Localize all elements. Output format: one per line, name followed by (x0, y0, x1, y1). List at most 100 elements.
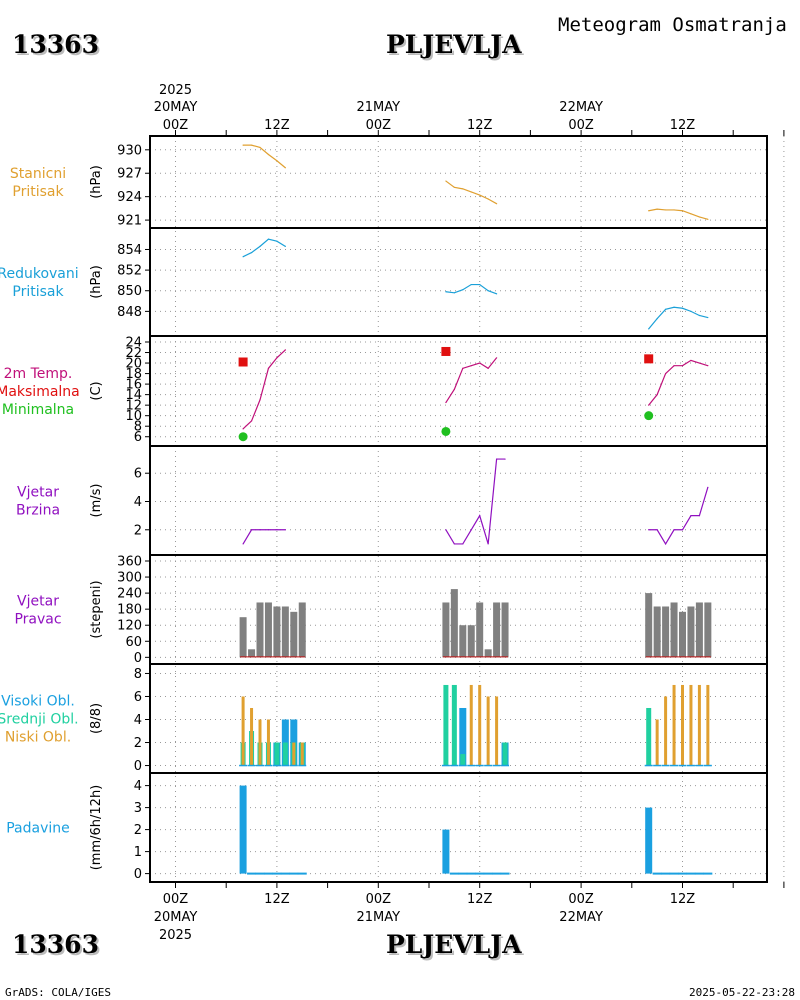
station-name-top: PLJEVLJA (386, 30, 522, 59)
wind_speed-point (470, 529, 472, 531)
station_pressure-point (470, 191, 472, 193)
wind_speed-point (267, 529, 270, 531)
panel-label: Vjetar (17, 485, 59, 501)
y-tick-label: 0 (134, 651, 142, 666)
grid-layer (150, 136, 785, 882)
temp-point (698, 362, 701, 364)
y-tick-label: 18 (125, 367, 142, 382)
tmin-marker (238, 432, 248, 442)
y-tick-label: 4 (134, 495, 142, 510)
reduced_pressure-point (284, 245, 286, 247)
y-tick-label: 60 (125, 635, 142, 650)
wind_speed-point (698, 515, 701, 517)
time-label-hour-top: 00Z (163, 118, 189, 133)
temp-point (656, 394, 658, 396)
time-label-date-bottom: 20MAY (154, 910, 198, 925)
station_pressure-point (250, 144, 253, 146)
reduced_pressure-point (673, 306, 675, 308)
y-tick-label: 22 (125, 346, 142, 361)
direction-bar (459, 625, 467, 658)
temp-point (690, 359, 692, 362)
reduced_pressure-line (648, 306, 708, 330)
high-cloud-bar (459, 707, 467, 766)
low-cloud-bar (300, 742, 304, 766)
time-label-year-bottom: 2025 (159, 928, 192, 943)
direction-bar (450, 589, 458, 658)
y-tick-label: 14 (125, 388, 142, 403)
station_pressure-point (681, 210, 684, 212)
y-axis-label: (m/s) (89, 484, 104, 518)
time-label-hour-bottom: 12Z (467, 892, 493, 907)
y-tick-label: 6 (134, 430, 142, 445)
direction-bar (670, 602, 678, 658)
time-label-year-top: 2025 (159, 83, 192, 98)
station_pressure-line (243, 144, 286, 169)
station_pressure-point (276, 160, 278, 162)
low-cloud-bar (250, 707, 254, 766)
wind_speed-point (504, 458, 506, 460)
station_pressure-point (648, 210, 650, 212)
wind_speed-point (479, 515, 481, 517)
y-tick-label: 180 (117, 603, 142, 618)
station-id-bottom: 13363 (12, 930, 99, 959)
footer-right: 2025-05-22-23:28 (689, 986, 795, 999)
temp-point (487, 367, 489, 369)
low-cloud-bar (706, 684, 710, 766)
temp-point (276, 357, 278, 359)
station_pressure-line (648, 208, 709, 220)
low-cloud-bar (258, 719, 262, 766)
wind_speed-point (462, 543, 464, 545)
temp-point (445, 401, 447, 404)
precip-bar (442, 829, 450, 874)
station_pressure-point (690, 213, 692, 215)
time-label-hour-top: 12Z (670, 118, 696, 133)
station_pressure-point (487, 198, 489, 200)
y-tick-label: 1 (134, 845, 142, 860)
y-axis-label: (hPa) (89, 165, 104, 199)
y-tick-label: 16 (125, 378, 142, 393)
reduced_pressure-line (242, 238, 286, 258)
wind_speed-point (690, 515, 692, 517)
direction-bar (687, 606, 695, 658)
reduced_pressure-point (462, 289, 464, 291)
station-id-bottom-shadow: 13363 (14, 932, 101, 961)
temp-point (648, 404, 650, 406)
precip-bar (239, 785, 247, 874)
wind_speed-point (453, 543, 455, 545)
direction-bar (264, 602, 272, 658)
direction-bar (493, 602, 501, 658)
panel-label: Vjetar (17, 594, 59, 610)
temp-point (479, 362, 481, 364)
y-tick-label: 852 (117, 264, 142, 279)
temp-line (242, 349, 286, 430)
panel-label: Pritisak (12, 284, 64, 300)
y-axis-label: (hPa) (89, 265, 104, 299)
panel-label: Visoki Obl. (1, 694, 75, 710)
y-tick-label: 12 (125, 399, 142, 414)
time-label-hour-bottom: 12Z (670, 892, 696, 907)
direction-bar (467, 625, 475, 658)
mid-cloud-bar (502, 742, 508, 766)
time-label-hour-top: 12Z (467, 118, 493, 133)
y-tick-label: 921 (117, 214, 142, 229)
low-cloud-bar (495, 696, 499, 766)
y-tick-label: 2 (134, 823, 142, 838)
direction-bar (645, 593, 653, 658)
station-name-top-shadow: PLJEVLJA (388, 32, 524, 61)
wind_speed-point (250, 529, 253, 531)
wind_speed-point (707, 486, 709, 488)
mid-cloud-bar (646, 707, 652, 766)
y-tick-label: 300 (117, 571, 142, 586)
station_pressure-point (707, 218, 709, 220)
direction-bar (476, 602, 484, 658)
time-label-hour-top: 12Z (264, 118, 290, 133)
y-tick-label: 848 (117, 305, 142, 320)
temp-line (445, 357, 498, 403)
station_pressure-point (242, 144, 244, 146)
low-cloud-bar (689, 684, 693, 766)
low-cloud-bar (241, 696, 245, 766)
station_pressure-point (698, 216, 701, 218)
wind_speed-point (487, 543, 489, 545)
plot-frame (149, 135, 768, 883)
text-layer: 00Z 00Z 20MAY 20MAY 2025 2025 12Z 12Z 00Z 00Z 21MA… (0, 83, 695, 943)
